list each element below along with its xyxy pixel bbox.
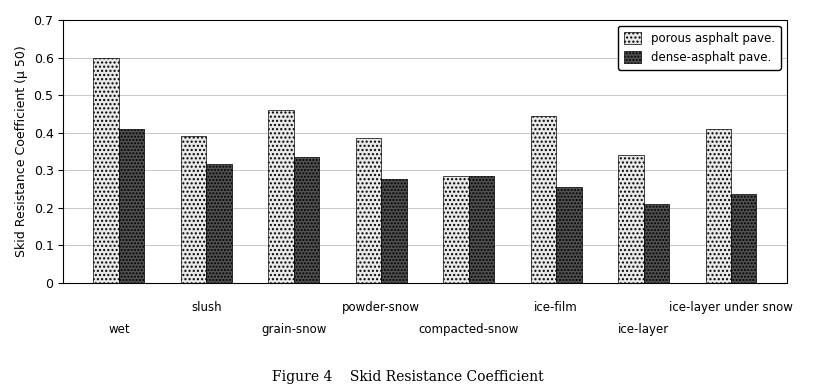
Text: ice-layer under snow: ice-layer under snow (669, 301, 793, 314)
Bar (469, 176, 494, 282)
Text: grain-snow: grain-snow (261, 323, 327, 336)
Text: ice-layer: ice-layer (618, 323, 669, 336)
Bar (443, 176, 469, 282)
Text: slush: slush (191, 301, 222, 314)
Bar (206, 165, 231, 282)
Bar (119, 129, 144, 282)
Bar (268, 110, 293, 282)
Bar (706, 129, 731, 282)
Bar (293, 157, 319, 282)
Text: ice-film: ice-film (535, 301, 578, 314)
Legend: porous asphalt pave., dense-asphalt pave.: porous asphalt pave., dense-asphalt pave… (618, 26, 781, 70)
Bar (618, 155, 644, 282)
Bar (731, 194, 756, 282)
Bar (556, 187, 582, 282)
Bar (356, 138, 381, 282)
Bar (381, 180, 407, 282)
Bar (94, 57, 119, 282)
Bar (181, 136, 206, 282)
Text: Figure 4    Skid Resistance Coefficient: Figure 4 Skid Resistance Coefficient (271, 370, 544, 384)
Y-axis label: Skid Resistance Coefficient (μ 50): Skid Resistance Coefficient (μ 50) (15, 45, 28, 257)
Bar (531, 116, 556, 282)
Text: powder-snow: powder-snow (342, 301, 421, 314)
Bar (644, 204, 669, 282)
Text: wet: wet (108, 323, 130, 336)
Text: compacted-snow: compacted-snow (418, 323, 519, 336)
